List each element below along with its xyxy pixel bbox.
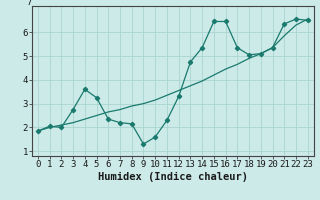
X-axis label: Humidex (Indice chaleur): Humidex (Indice chaleur) xyxy=(98,172,248,182)
Text: 7: 7 xyxy=(27,0,32,7)
